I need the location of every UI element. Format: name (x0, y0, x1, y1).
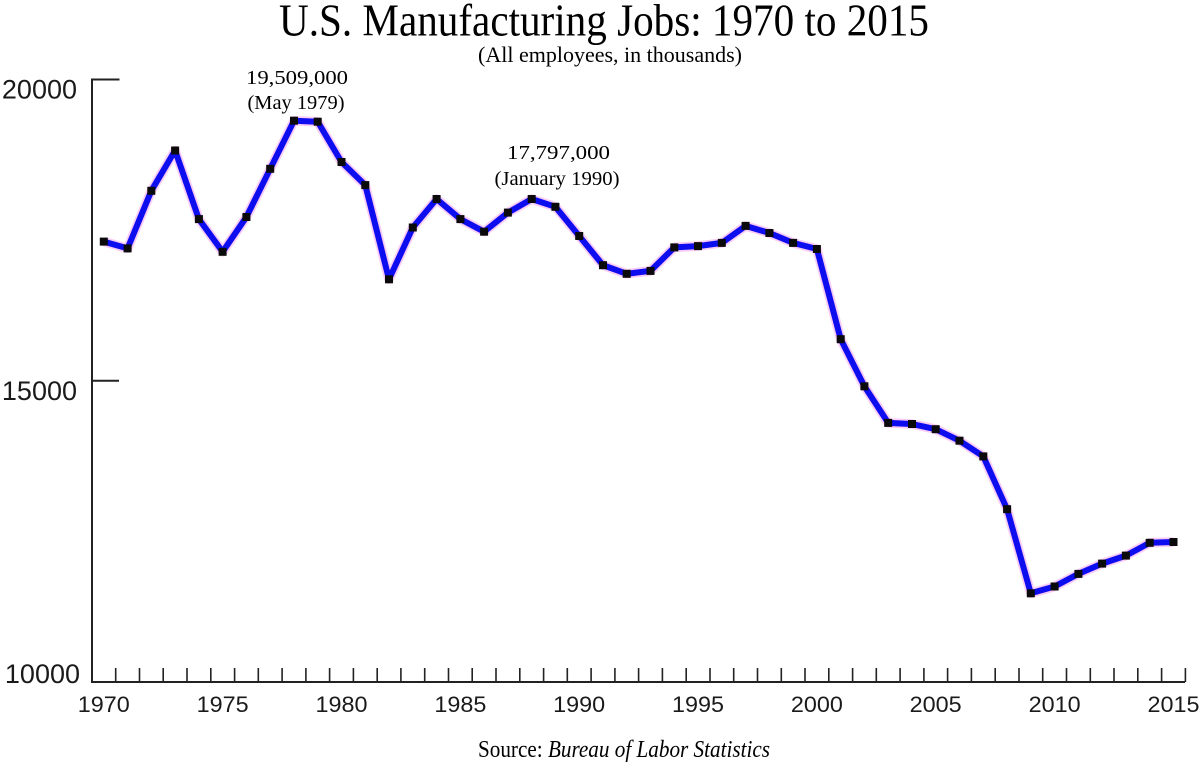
svg-text:17,797,000: 17,797,000 (507, 142, 610, 164)
svg-text:1980: 1980 (316, 692, 368, 717)
svg-text:2000: 2000 (791, 692, 843, 717)
svg-text:2015: 2015 (1148, 692, 1200, 717)
svg-text:1985: 1985 (434, 692, 486, 717)
svg-text:Source: Bureau of Labor Statis: Source: Bureau of Labor Statistics (478, 737, 770, 763)
svg-text:2005: 2005 (910, 692, 962, 717)
svg-text:20000: 20000 (2, 75, 77, 105)
svg-text:2010: 2010 (1029, 692, 1081, 717)
svg-text:15000: 15000 (2, 376, 77, 406)
svg-text:(May 1979): (May 1979) (248, 92, 345, 114)
svg-text:1990: 1990 (553, 692, 605, 717)
svg-text:1975: 1975 (197, 692, 249, 717)
svg-text:(All employees, in thousands): (All employees, in thousands) (478, 42, 742, 67)
svg-text:10000: 10000 (5, 659, 80, 689)
svg-text:19,509,000: 19,509,000 (246, 67, 348, 89)
svg-text:(January 1990): (January 1990) (495, 168, 620, 190)
svg-text:U.S. Manufacturing Jobs: 1970: U.S. Manufacturing Jobs: 1970 to 2015 (279, 0, 929, 46)
svg-text:1970: 1970 (78, 692, 130, 717)
svg-text:1995: 1995 (672, 692, 724, 717)
